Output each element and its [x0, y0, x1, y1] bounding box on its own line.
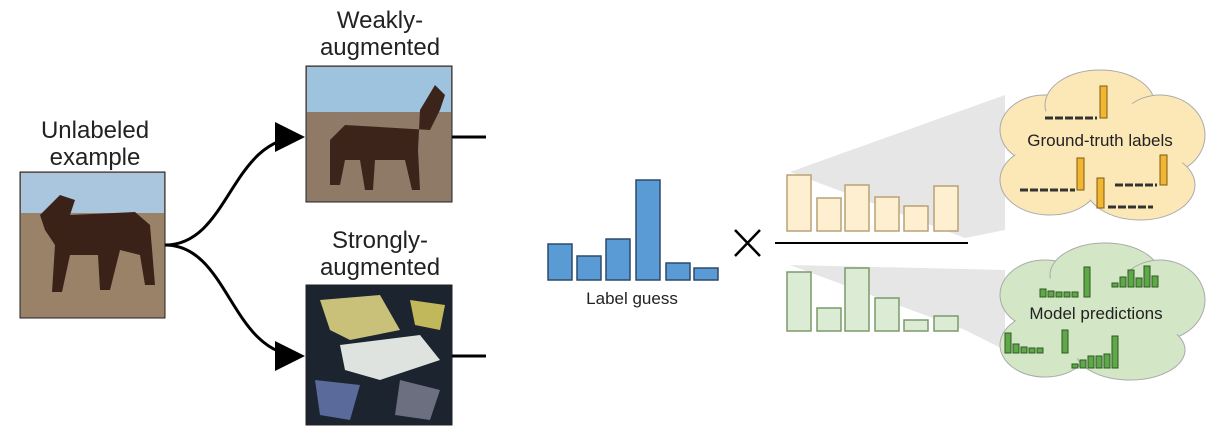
caption: example	[50, 144, 141, 171]
image	[306, 66, 452, 202]
caption: augmented	[320, 254, 440, 281]
diagram: Unlabeled example Weakly- augmented Stro…	[0, 0, 1217, 431]
label-guess-bars	[548, 180, 718, 280]
caption: Strongly-	[332, 227, 428, 254]
times-sign	[735, 230, 760, 256]
image	[20, 172, 165, 318]
label: Ground-truth labels	[1027, 131, 1173, 150]
label: Model predictions	[1029, 304, 1162, 323]
caption: augmented	[320, 34, 440, 61]
label: Label guess	[586, 289, 678, 308]
arrow	[165, 245, 302, 356]
caption: Unlabeled	[41, 117, 149, 144]
caption: Weakly-	[337, 7, 423, 34]
image	[306, 285, 452, 425]
arrow	[165, 137, 302, 245]
